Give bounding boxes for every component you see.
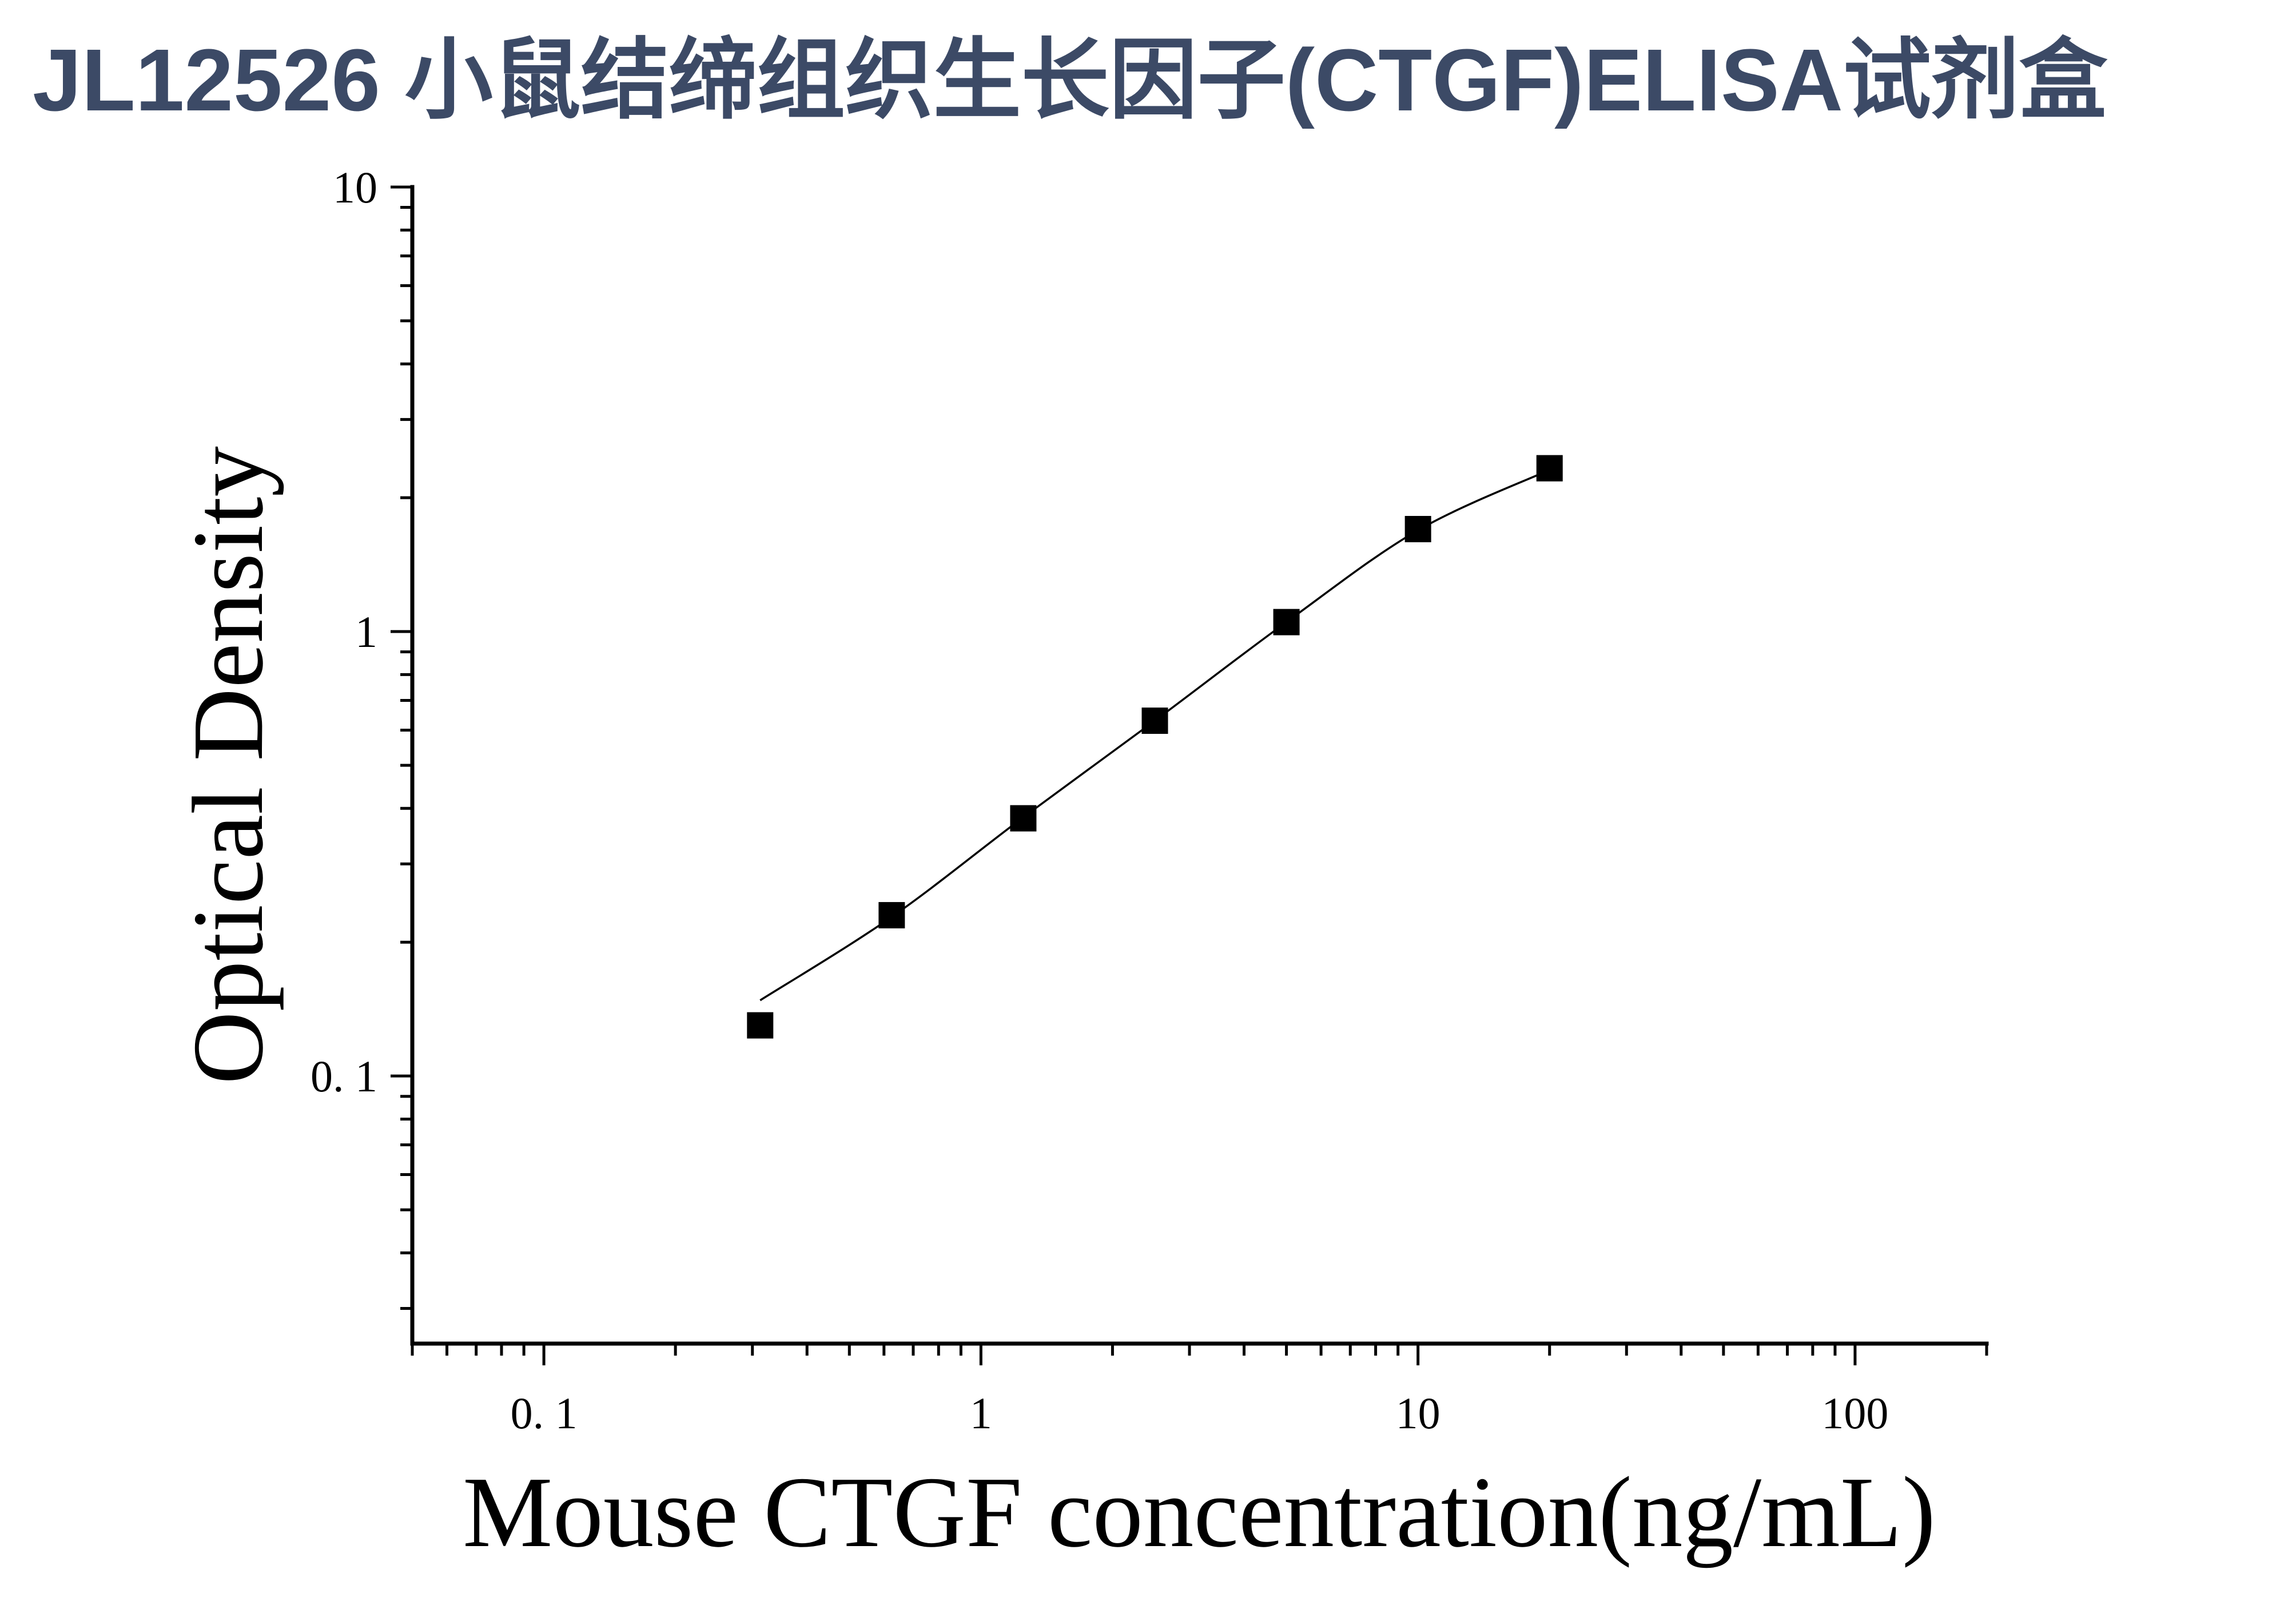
y-axis-title: Optical Density xyxy=(172,446,284,1084)
data-point xyxy=(747,1012,774,1039)
data-point xyxy=(1273,609,1300,635)
x-axis-title: Mouse CTGF concentration(ng/mL) xyxy=(463,1456,1936,1568)
x-tick-label: 0. 1 xyxy=(511,1388,578,1438)
data-points-layer xyxy=(747,455,1563,1039)
y-tick-label: 1 xyxy=(355,607,377,657)
x-tick-label: 1 xyxy=(970,1388,992,1438)
x-tick-label: 10 xyxy=(1396,1388,1441,1438)
data-point xyxy=(1536,455,1563,482)
y-tick-label: 0. 1 xyxy=(311,1051,377,1101)
data-point xyxy=(1141,708,1168,734)
y-tick-label: 10 xyxy=(333,162,377,212)
data-point xyxy=(1404,516,1431,543)
data-point xyxy=(878,902,905,929)
tick-labels: 0. 1 1 10 100 0. 1 1 10 xyxy=(311,162,1888,1438)
chart-title: JL12526 小鼠结缔组织生长因子(CTGF)ELISA试剂盒 xyxy=(33,31,2108,129)
data-point xyxy=(1010,805,1037,832)
x-tick-label: 100 xyxy=(1821,1388,1888,1438)
